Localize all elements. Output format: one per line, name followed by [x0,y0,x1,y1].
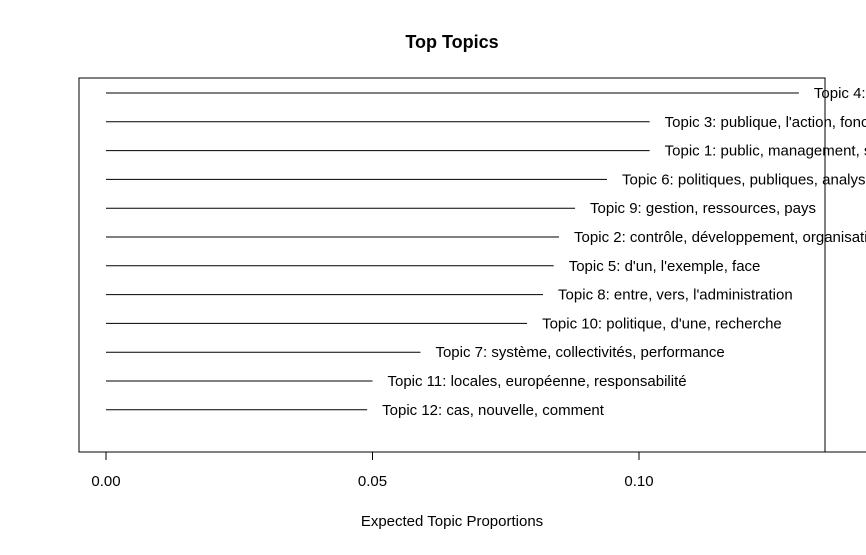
topic-label: Topic 3: publique, l'action, fonction [665,114,866,131]
chart-title: Top Topics [405,32,498,52]
topic-label: Topic 9: gestion, ressources, pays [590,200,816,217]
topic-label: Topic 8: entre, vers, l'administration [558,287,793,304]
x-axis: 0.000.050.100.150.200.25 [91,451,866,490]
topic-labels: Topic 4: france, publics, services Topic … [382,85,866,419]
topic-label: Topic 10: politique, d'une, recherche [542,315,782,332]
topic-label: Topic 6: politiques, publiques, analyse [622,171,866,188]
topic-label: Topic 11: locales, européenne, responsab… [388,373,687,390]
x-tick-label: 0.05 [358,473,387,490]
topic-label: Topic 1: public, management, service [665,143,866,160]
topic-lines [106,92,799,411]
topic-label: Topic 4: france, publics, services [814,85,866,102]
x-axis-title: Expected Topic Proportions [361,513,543,530]
topic-label: Topic 12: cas, nouvelle, comment [382,402,605,419]
x-axis-ticks: 0.000.050.100.150.200.25 [91,452,654,490]
x-tick-label: 0.00 [91,473,120,490]
topic-label: Topic 7: système, collectivités, perform… [435,344,724,361]
x-tick-label: 0.10 [624,473,653,490]
topic-label: Topic 2: contrôle, développement, organi… [574,229,866,246]
topic-label: Topic 5: d'un, l'exemple, face [569,258,761,275]
